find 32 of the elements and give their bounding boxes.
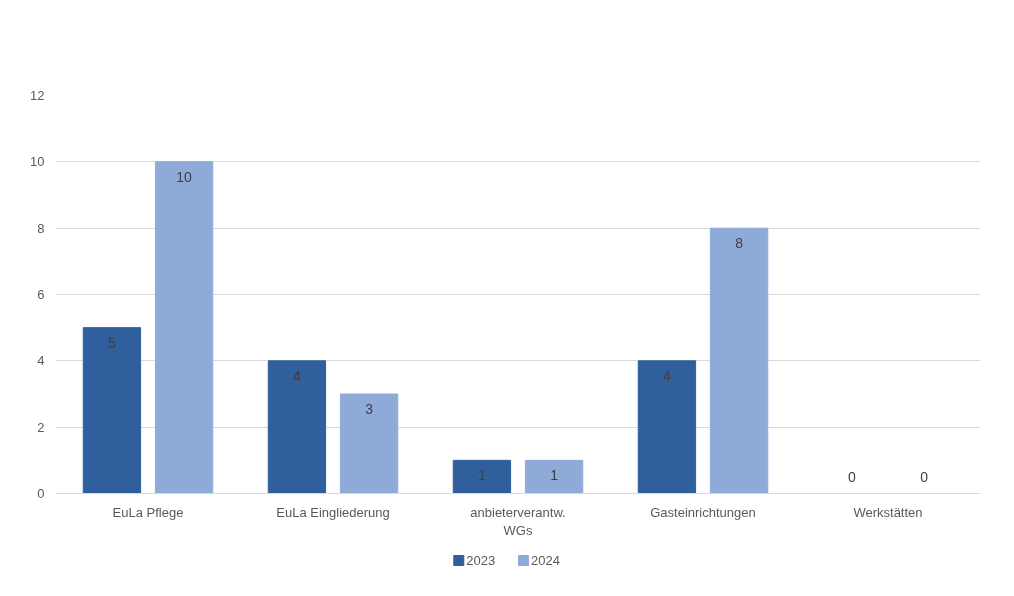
- bar: [82, 327, 142, 494]
- legend-label: 2023: [466, 553, 496, 568]
- bar: [154, 161, 214, 494]
- bar: [637, 360, 697, 494]
- bar: [339, 393, 399, 494]
- data-label: 4: [663, 367, 672, 384]
- data-label: 0: [920, 468, 929, 485]
- data-label: 8: [735, 235, 744, 252]
- x-tick-label: anbieterverantw. WGs: [470, 504, 566, 538]
- x-tick-label: Werkstätten: [853, 504, 923, 520]
- y-tick-label: 2: [37, 419, 45, 435]
- y-tick-label: 8: [37, 220, 45, 236]
- y-tick-label: 12: [30, 88, 45, 103]
- bar: [452, 459, 512, 494]
- data-label: 10: [176, 168, 193, 185]
- bar: [524, 459, 584, 494]
- y-tick-label: 4: [37, 353, 45, 369]
- data-label: 4: [293, 367, 302, 384]
- x-tick-label: EuLa Eingliederung: [276, 504, 390, 520]
- y-tick-label: 10: [30, 154, 45, 170]
- bar: [267, 360, 327, 494]
- bar: [709, 227, 769, 494]
- legend-label: 2024: [530, 553, 560, 568]
- data-label: 0: [848, 468, 857, 485]
- data-label: 3: [365, 401, 374, 417]
- y-tick-label: 0: [37, 486, 45, 501]
- data-label: 1: [478, 467, 487, 484]
- data-label: 5: [108, 334, 117, 351]
- x-tick-label: EuLa Pflege: [112, 504, 184, 520]
- x-tick-label: Gasteinrichtungen: [650, 504, 756, 520]
- y-tick-label: 6: [37, 287, 45, 302]
- data-label: 1: [550, 467, 559, 484]
